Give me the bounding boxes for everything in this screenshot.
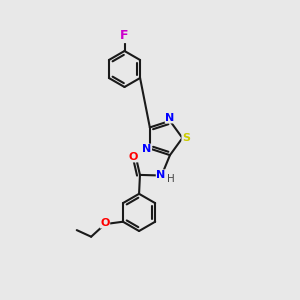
Text: O: O	[100, 218, 110, 228]
Text: N: N	[142, 144, 152, 154]
Text: N: N	[165, 113, 175, 123]
Text: S: S	[182, 133, 190, 143]
Text: F: F	[120, 29, 129, 43]
Text: N: N	[156, 170, 166, 180]
Text: O: O	[128, 152, 137, 162]
Text: H: H	[167, 173, 174, 184]
